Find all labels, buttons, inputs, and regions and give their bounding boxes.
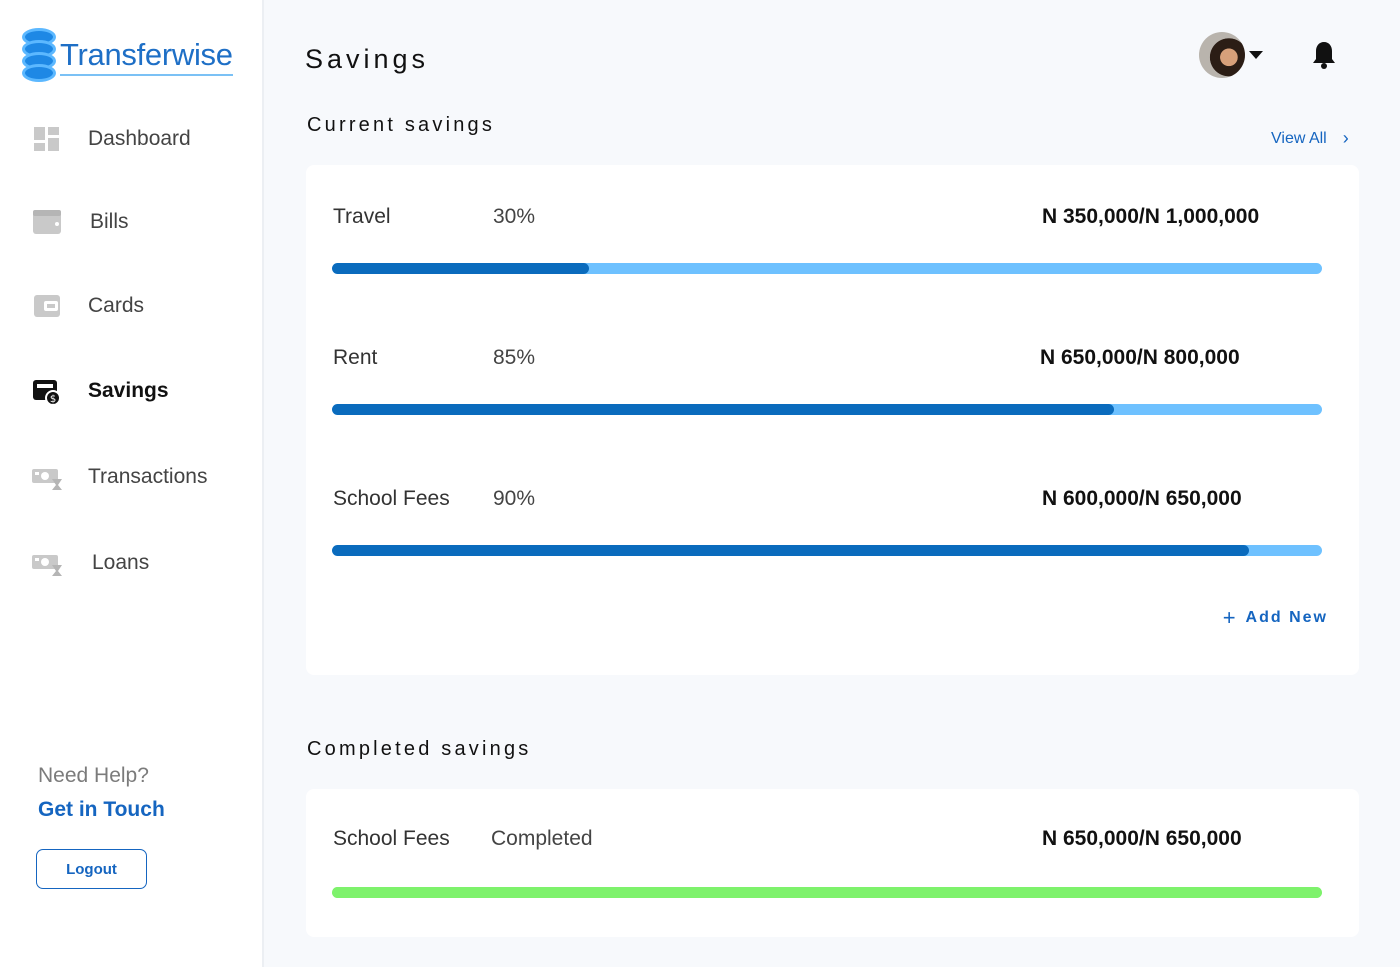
sidebar-item-loans[interactable]: Loans <box>30 548 149 578</box>
sidebar-item-cards[interactable]: Cards <box>30 291 144 321</box>
chevron-right-icon: › <box>1342 128 1349 148</box>
completed-savings-title: Completed savings <box>307 738 532 760</box>
sidebar-item-label: Cards <box>88 294 145 317</box>
sidebar-item-dashboard[interactable]: Dashboard <box>30 124 191 154</box>
add-new-button[interactable]: + Add New <box>1223 605 1328 631</box>
savings-percent: 85% <box>493 346 536 369</box>
wallet-icon <box>30 207 64 237</box>
savings-label: School Fees <box>333 827 450 850</box>
help-question: Need Help? <box>38 764 149 787</box>
sidebar-item-label: Savings <box>88 379 169 402</box>
savings-progress-bar <box>332 404 1322 415</box>
logout-button[interactable]: Logout <box>36 849 147 889</box>
dashboard-icon <box>30 124 64 154</box>
savings-percent: 30% <box>493 205 536 228</box>
savings-progress-bar <box>332 887 1322 898</box>
progress-fill <box>332 887 1322 898</box>
sidebar-item-savings[interactable]: $ Savings <box>30 376 169 406</box>
savings-percent: 90% <box>493 487 536 510</box>
savings-label: School Fees <box>333 487 450 510</box>
view-all-label: View All <box>1271 129 1327 147</box>
progress-fill <box>332 404 1115 415</box>
get-in-touch-link[interactable]: Get in Touch <box>38 798 165 821</box>
plus-icon: + <box>1222 605 1238 630</box>
coin-stack-icon <box>22 28 56 84</box>
chevron-down-icon <box>1249 51 1263 59</box>
brand-name: Transferwise <box>60 36 233 76</box>
sidebar-item-label: Dashboard <box>88 127 191 150</box>
sidebar: Transferwise Dashboard Bills Cards $ Sav… <box>0 0 264 967</box>
svg-text:$: $ <box>50 394 56 405</box>
savings-icon: $ <box>30 376 64 406</box>
card-icon <box>30 291 64 321</box>
savings-amount: N 350,000/N 1,000,000 <box>1042 205 1260 228</box>
brand-logo[interactable]: Transferwise <box>22 28 233 84</box>
savings-label: Rent <box>333 346 378 369</box>
savings-amount: N 650,000/N 650,000 <box>1042 827 1242 850</box>
add-new-label: Add New <box>1245 609 1328 626</box>
view-all-link[interactable]: View All › <box>1271 128 1349 149</box>
current-savings-card: Travel 30% N 350,000/N 1,000,000 Rent 85… <box>306 165 1359 675</box>
sidebar-item-label: Transactions <box>88 465 208 488</box>
money-transfer-icon <box>30 462 64 492</box>
avatar <box>1199 32 1245 78</box>
page-title: Savings <box>305 44 430 74</box>
savings-amount: N 650,000/N 800,000 <box>1040 346 1240 369</box>
savings-progress-bar <box>332 263 1322 274</box>
progress-fill <box>332 263 590 274</box>
money-transfer-icon <box>30 548 64 578</box>
current-savings-title: Current savings <box>307 114 496 136</box>
bell-icon[interactable] <box>1311 40 1337 70</box>
savings-label: Travel <box>333 205 391 228</box>
help-section: Need Help? Get in Touch <box>38 764 165 822</box>
sidebar-item-label: Loans <box>92 551 150 574</box>
sidebar-item-bills[interactable]: Bills <box>30 207 129 237</box>
savings-status: Completed <box>491 827 593 850</box>
sidebar-item-transactions[interactable]: Transactions <box>30 462 207 492</box>
progress-fill <box>332 545 1249 556</box>
savings-progress-bar <box>332 545 1322 556</box>
profile-menu[interactable] <box>1199 32 1263 78</box>
sidebar-item-label: Bills <box>90 210 129 233</box>
savings-amount: N 600,000/N 650,000 <box>1042 487 1242 510</box>
completed-savings-card: School Fees Completed N 650,000/N 650,00… <box>306 789 1359 937</box>
